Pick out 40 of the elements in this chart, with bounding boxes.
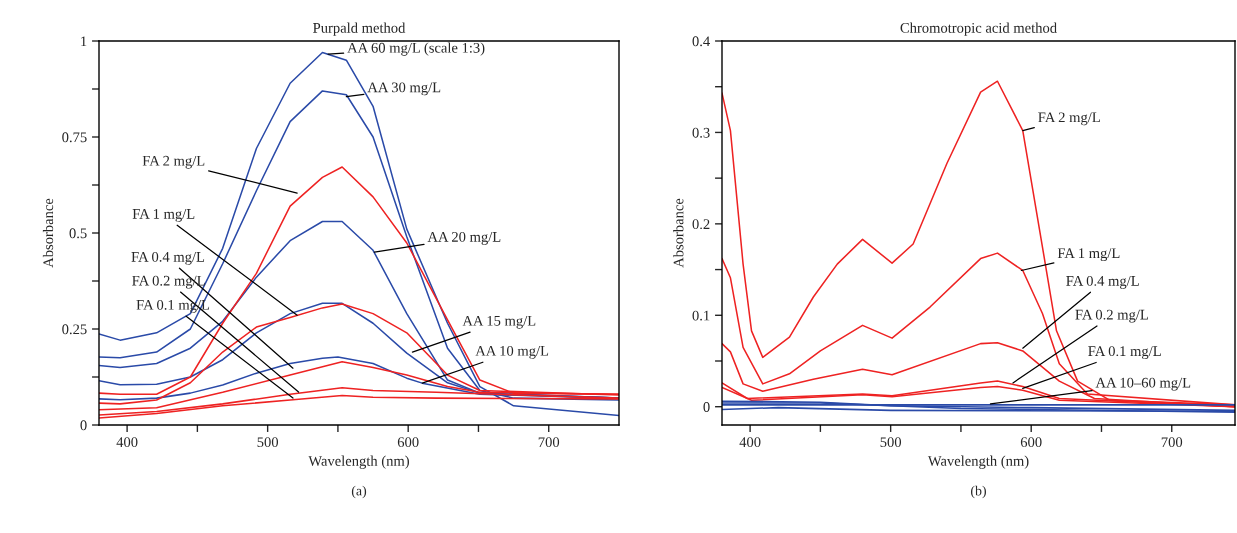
y-tick-label: 0 — [80, 420, 87, 431]
x-tick-label: 600 — [1020, 437, 1042, 448]
annotation: AA 20 mg/L — [427, 231, 501, 245]
y-tick-label: 0.2 — [692, 219, 710, 230]
annotation: FA 0.1 mg/L — [1088, 346, 1161, 360]
x-axis-title: Wavelength (nm) — [927, 455, 1029, 469]
annotation: FA 0.4 mg/L — [131, 251, 205, 265]
y-axis-title: Absorbance — [42, 198, 54, 268]
text: (a) — [351, 485, 367, 499]
x-tick-label: 700 — [538, 437, 560, 448]
chart-title: Chromotropic acid method — [900, 22, 1057, 36]
y-tick-label: 0.25 — [62, 324, 87, 335]
annotation: AA 10–60 mg/L — [1095, 377, 1191, 391]
x-tick-label: 500 — [880, 437, 902, 448]
x-tick-label: 600 — [397, 437, 419, 448]
annotation: FA 0.4 mg/L — [1066, 275, 1139, 289]
y-tick-label: 0.5 — [69, 228, 87, 239]
annotation: AA 30 mg/L — [367, 82, 441, 96]
annotation: FA 0.2 mg/L — [1075, 309, 1148, 323]
y-tick-label: 0.3 — [692, 127, 710, 138]
x-axis-title: Wavelength (nm) — [308, 455, 409, 469]
annotation: FA 1 mg/L — [1057, 248, 1120, 262]
text: (b) — [971, 485, 986, 499]
y-axis-title: Absorbance — [673, 198, 684, 268]
x-tick-label: 500 — [257, 437, 279, 448]
annotation: FA 2 mg/L — [142, 155, 205, 169]
annotation: AA 15 mg/L — [462, 315, 536, 329]
annotation: AA 60 mg/L (scale 1:3) — [347, 42, 485, 56]
y-tick-label: 0.75 — [62, 132, 87, 143]
annotation: AA 10 mg/L — [475, 345, 549, 359]
y-tick-label: 1 — [81, 36, 87, 47]
x-tick-label: 700 — [1161, 437, 1183, 448]
annotation: FA 1 mg/L — [132, 209, 195, 222]
y-tick-label: 0.1 — [692, 310, 710, 321]
y-tick-label: 0 — [703, 402, 710, 412]
annotation: FA 2 mg/L — [1038, 112, 1100, 126]
x-tick-label: 400 — [739, 437, 761, 448]
y-tick-label: 0.4 — [692, 36, 710, 47]
x-tick-label: 400 — [116, 437, 138, 448]
chart-title: Purpald method — [313, 22, 406, 36]
